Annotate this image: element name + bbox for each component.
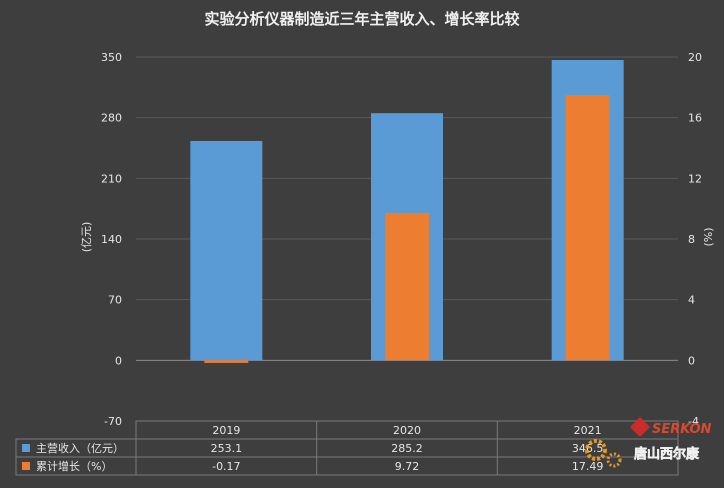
y-right-tick-label: 8: [688, 233, 695, 246]
table-header-2019: 2019: [212, 424, 240, 437]
table-header-2020: 2020: [393, 424, 421, 437]
table-cell-1-2020: 285.2: [391, 442, 423, 455]
y-right-axis-label: (%): [702, 227, 715, 246]
y-left-tick-label: 0: [115, 354, 122, 367]
y-left-tick-label: 280: [101, 112, 122, 125]
y-left-tick-label: 350: [101, 51, 122, 64]
legend-label-2: 累计增长（%）: [36, 459, 112, 473]
chart-title: 实验分析仪器制造近三年主营收入、增长率比较: [204, 10, 519, 28]
bar-growth-2021: [565, 95, 610, 361]
watermark-brand: SERKON: [652, 422, 712, 437]
y-left-tick-label: -70: [104, 415, 122, 428]
table-cell-1-2019: 253.1: [211, 442, 243, 455]
bar-growth-2019: [204, 360, 249, 363]
y-right-tick-label: 20: [688, 51, 702, 64]
y-left-axis-label: (亿元): [80, 222, 93, 253]
table-header-2021: 2021: [574, 424, 602, 437]
y-left-tick-label: 210: [101, 172, 122, 185]
y-right-tick-label: 16: [688, 112, 702, 125]
legend-swatch-1: [22, 444, 30, 452]
y-left-tick-label: 140: [101, 233, 122, 246]
y-left-tick-label: 70: [108, 294, 122, 307]
legend-label-1: 主营收入（亿元）: [36, 441, 124, 455]
y-right-tick-label: 0: [688, 354, 695, 367]
legend-swatch-2: [22, 462, 30, 470]
bar-revenue-2019: [190, 140, 263, 361]
bar-growth-2020: [385, 212, 429, 361]
table-cell-2-2021: 17.49: [572, 460, 604, 473]
watermark-logo: SERKON 唐山西尔康: [585, 417, 712, 468]
watermark-name: 唐山西尔康: [634, 446, 700, 462]
y-right-tick-label: 4: [688, 294, 695, 307]
y-right-tick-label: 12: [688, 172, 702, 185]
table-cell-1-2021: 346.5: [572, 442, 604, 455]
table-cell-2-2019: -0.17: [212, 460, 240, 473]
y-right-tick-label: -4: [688, 415, 699, 428]
table-cell-2-2020: 9.72: [395, 460, 420, 473]
